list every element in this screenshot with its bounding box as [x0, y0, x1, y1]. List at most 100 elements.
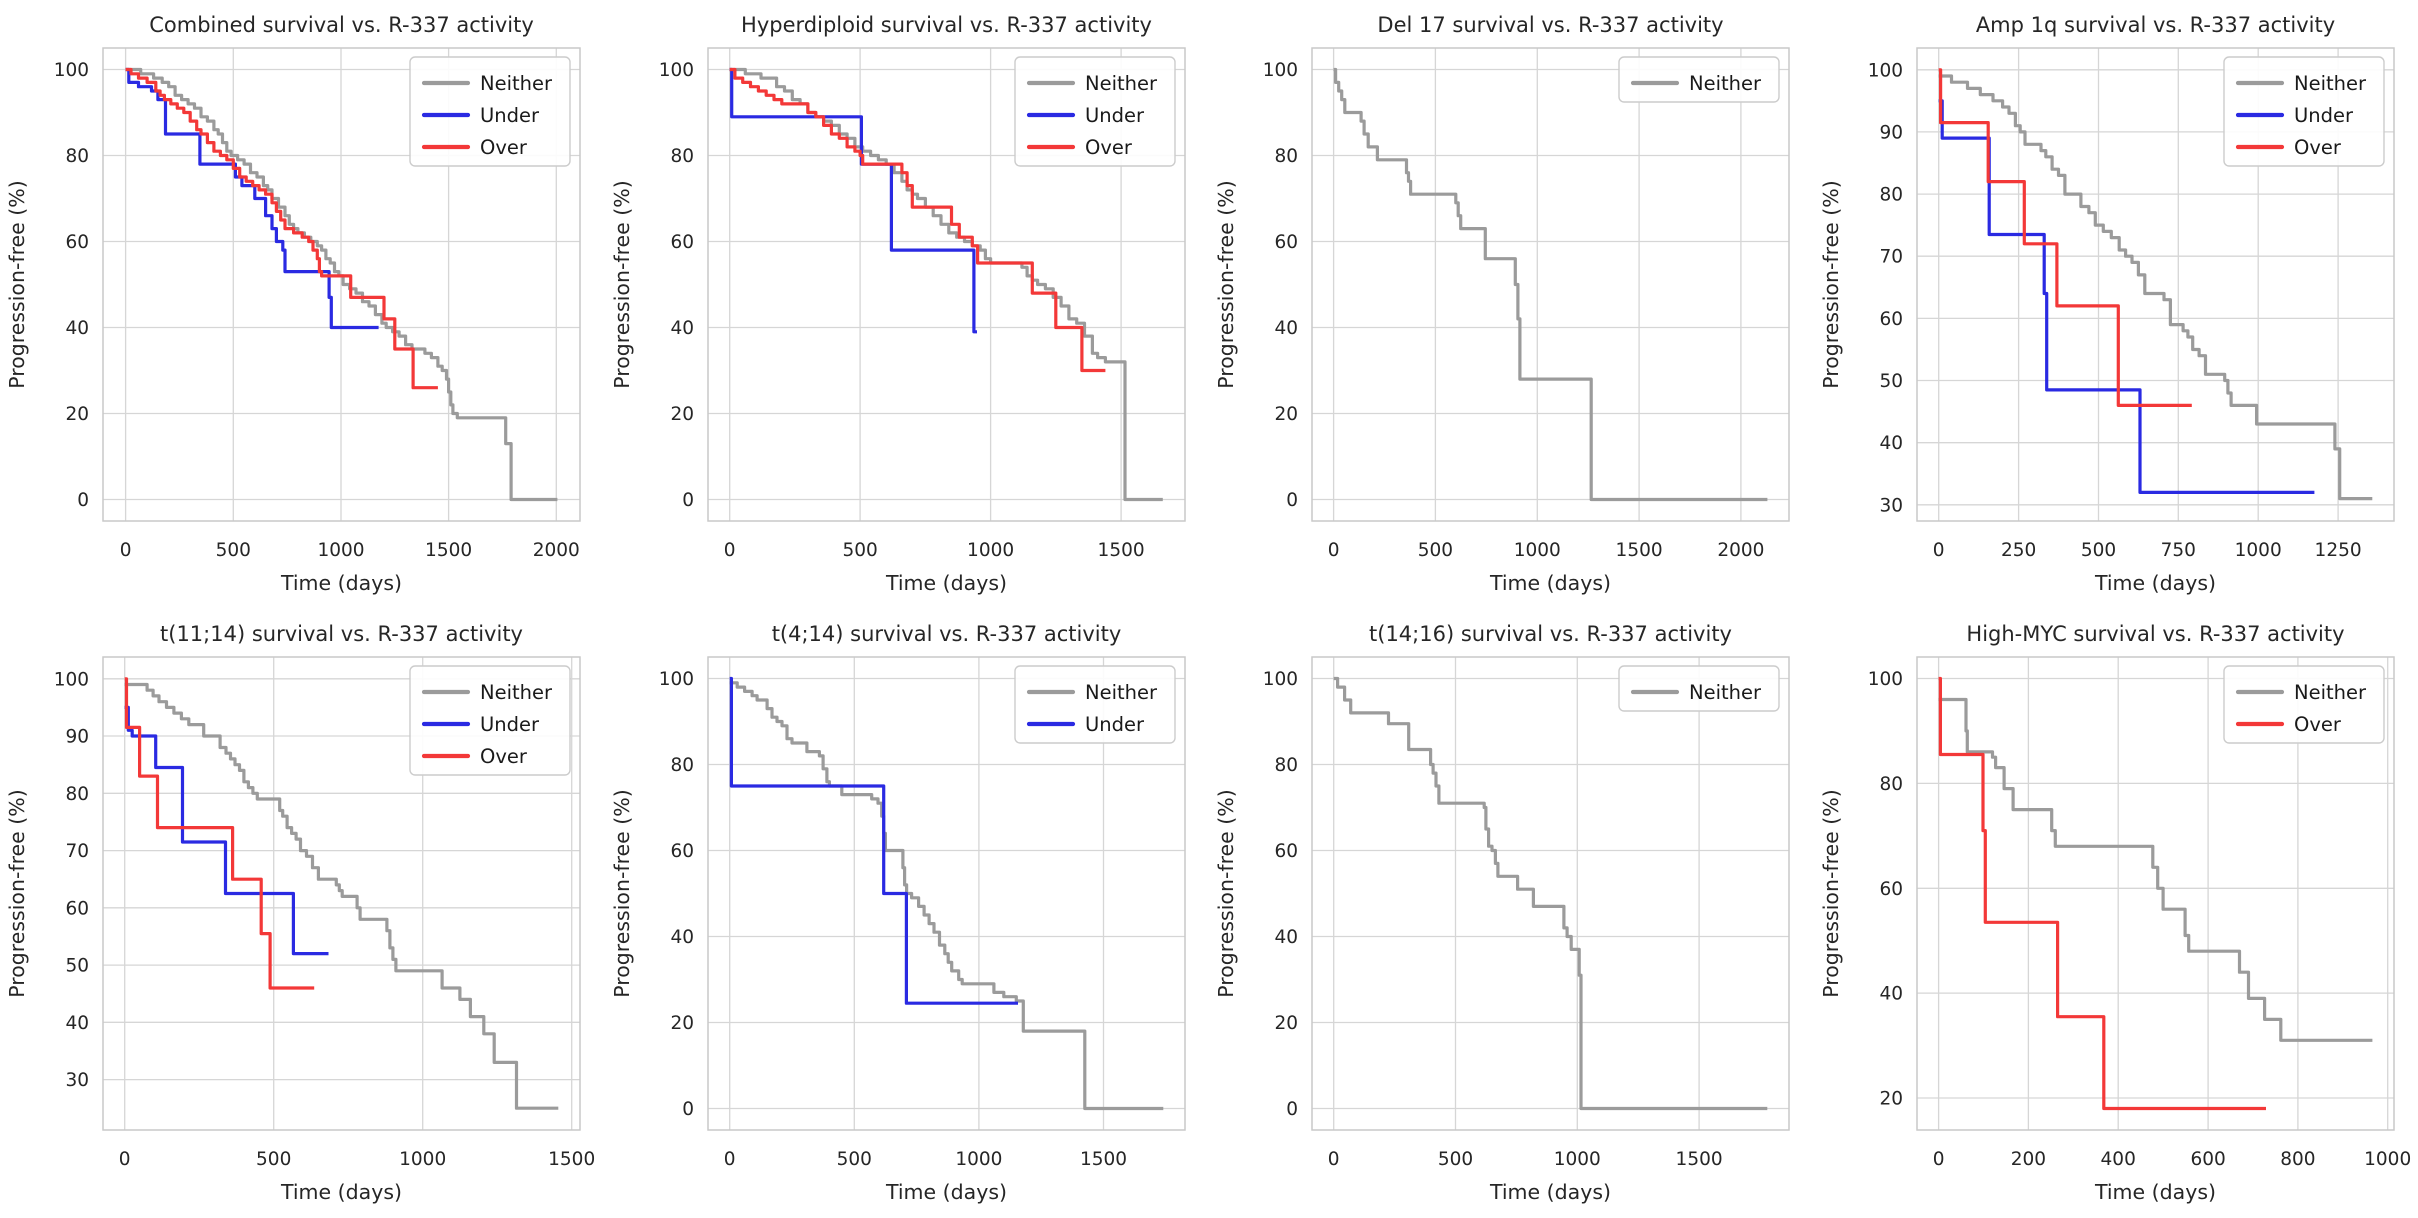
- legend-entry-neither: Neither: [2235, 681, 2367, 704]
- x-tick-label: 1500: [1676, 1149, 1723, 1170]
- y-tick-label: 30: [65, 1070, 89, 1091]
- y-tick-label: 60: [65, 232, 89, 253]
- legend-entry-over: Over: [1026, 136, 1133, 159]
- y-tick-label: 50: [65, 956, 89, 977]
- series-line-under: [729, 676, 1018, 1005]
- y-tick-label: 80: [1274, 146, 1298, 167]
- y-tick-label: 60: [670, 841, 694, 862]
- legend-label: Over: [1085, 136, 1133, 159]
- legend-label: Over: [2294, 713, 2342, 736]
- chart-title: Hyperdiploid survival vs. R-337 activity: [741, 13, 1152, 37]
- y-axis-label: Progression-free (%): [5, 789, 29, 998]
- x-axis-label: Time (days): [280, 571, 402, 595]
- legend-label: Neither: [1689, 681, 1762, 704]
- chart-title: Del 17 survival vs. R-337 activity: [1377, 13, 1723, 37]
- x-tick-label: 1500: [1079, 1149, 1126, 1170]
- legend-entry-over: Over: [421, 745, 528, 768]
- y-tick-label: 40: [65, 318, 89, 339]
- chart-cell-4: Amp 1q survival vs. R-337 activity 0 250 50…: [1814, 0, 2418, 609]
- legend-label: Neither: [480, 72, 553, 95]
- legend: Neither Over: [2222, 665, 2385, 744]
- survival-chart-5: t(11;14) survival vs. R-337 activity 0 500…: [5, 622, 595, 1204]
- legend: Neither: [1618, 56, 1780, 103]
- series-line-neither: [1333, 676, 1768, 1111]
- legend-entry-under: Under: [1026, 104, 1145, 127]
- y-axis-label: Progression-free (%): [1214, 180, 1238, 389]
- chart-cell-2: Hyperdiploid survival vs. R-337 activity…: [605, 0, 1210, 609]
- x-tick-label: 250: [2000, 540, 2035, 561]
- y-tick-label: 40: [65, 1013, 89, 1034]
- legend-label: Under: [1085, 104, 1145, 127]
- x-tick-label: 200: [2010, 1149, 2045, 1170]
- gridlines: [1916, 657, 2394, 1130]
- x-tick-label: 1500: [548, 1149, 595, 1170]
- y-axis-label: Progression-free (%): [5, 180, 29, 389]
- y-tick-label: 20: [1274, 404, 1298, 425]
- plot-border: [1915, 656, 2395, 1131]
- legend-entry-under: Under: [421, 713, 540, 736]
- y-tick-label: 80: [65, 146, 89, 167]
- legend-label: Over: [2294, 136, 2342, 159]
- legend: Neither Under Over: [409, 665, 571, 776]
- legend-label: Neither: [2294, 681, 2367, 704]
- x-tick-label: 2000: [1717, 540, 1764, 561]
- x-tick-label: 1250: [2314, 540, 2361, 561]
- chart-title: Amp 1q survival vs. R-337 activity: [1975, 13, 2334, 37]
- y-tick-label: 60: [670, 232, 694, 253]
- x-tick-label: 0: [723, 1149, 735, 1170]
- x-tick-label: 750: [2160, 540, 2195, 561]
- x-tick-label: 600: [2190, 1149, 2225, 1170]
- y-tick-label: 40: [1274, 927, 1298, 948]
- x-tick-label: 1000: [317, 540, 364, 561]
- x-tick-label: 1000: [1554, 1149, 1601, 1170]
- x-tick-label: 1000: [399, 1149, 446, 1170]
- legend-entry-neither: Neither: [1630, 72, 1762, 95]
- x-tick-label: 1000: [955, 1149, 1002, 1170]
- chart-cell-5: t(11;14) survival vs. R-337 activity 0 500…: [0, 609, 605, 1218]
- y-tick-label: 100: [1867, 669, 1902, 690]
- legend: Neither Under Over: [409, 56, 571, 167]
- legend-entry-under: Under: [2235, 104, 2354, 127]
- y-tick-label: 100: [54, 669, 89, 690]
- x-tick-label: 1500: [1097, 540, 1144, 561]
- legend-label: Neither: [480, 681, 553, 704]
- y-tick-label: 70: [65, 841, 89, 862]
- chart-title: High-MYC survival vs. R-337 activity: [1966, 622, 2344, 646]
- y-tick-label: 100: [658, 669, 693, 690]
- y-tick-label: 20: [670, 404, 694, 425]
- chart-title: Combined survival vs. R-337 activity: [149, 13, 534, 37]
- y-axis-label: Progression-free (%): [610, 789, 634, 998]
- y-tick-label: 90: [65, 727, 89, 748]
- plot-border: [1915, 47, 2395, 522]
- x-tick-label: 0: [1932, 1149, 1944, 1170]
- y-axis-label: Progression-free (%): [1214, 789, 1238, 998]
- y-tick-label: 60: [1274, 841, 1298, 862]
- series-line-over: [729, 67, 1105, 373]
- x-tick-label: 400: [2100, 1149, 2135, 1170]
- series-line-neither: [125, 67, 558, 502]
- y-tick-label: 80: [1879, 185, 1903, 206]
- legend-box: [1618, 665, 1780, 712]
- legend: Neither Under: [1013, 665, 1176, 744]
- x-tick-label: 2000: [533, 540, 580, 561]
- y-tick-label: 40: [670, 927, 694, 948]
- series-line-over: [1938, 68, 2192, 407]
- x-tick-label: 0: [1328, 540, 1340, 561]
- legend-entry-over: Over: [421, 136, 528, 159]
- y-tick-label: 90: [1879, 122, 1903, 143]
- series-line-neither: [729, 681, 1163, 1111]
- chart-title: t(11;14) survival vs. R-337 activity: [160, 622, 523, 646]
- legend-label: Under: [480, 713, 540, 736]
- x-tick-label: 1000: [1514, 540, 1561, 561]
- y-tick-label: 0: [77, 490, 89, 511]
- x-tick-label: 500: [836, 1149, 871, 1170]
- x-axis-label: Time (days): [1489, 571, 1611, 595]
- y-tick-label: 40: [1879, 433, 1903, 454]
- y-tick-label: 100: [1263, 669, 1298, 690]
- series-line-neither: [124, 682, 559, 1110]
- x-tick-label: 0: [723, 540, 735, 561]
- y-tick-label: 0: [682, 1099, 694, 1120]
- legend-label: Under: [480, 104, 540, 127]
- legend-label: Neither: [1689, 72, 1762, 95]
- chart-title: t(14;16) survival vs. R-337 activity: [1369, 622, 1732, 646]
